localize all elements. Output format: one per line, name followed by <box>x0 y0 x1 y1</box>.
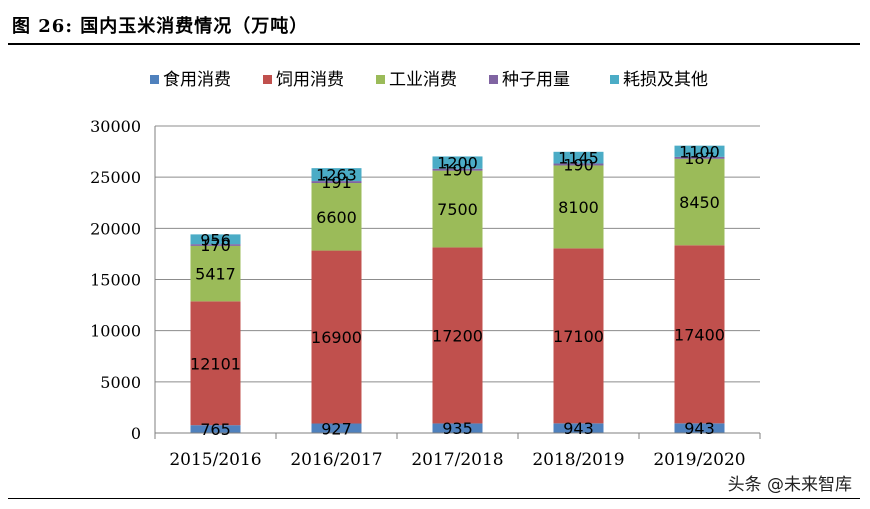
y-tick-label: 10000 <box>90 322 141 341</box>
bar-segment <box>432 156 483 169</box>
data-label: 7500 <box>437 200 478 219</box>
data-label: 1145 <box>558 149 599 168</box>
data-label: 927 <box>321 419 352 438</box>
bar-segment <box>553 423 604 433</box>
data-label: 765 <box>200 420 231 439</box>
data-label: 170 <box>200 236 231 255</box>
bar-segment <box>311 183 362 251</box>
bar-segment <box>190 244 241 246</box>
bar-segment <box>553 151 604 164</box>
bottom-rule <box>8 498 860 499</box>
bar-segment <box>190 425 241 433</box>
legend-label: 饲用消费 <box>276 70 344 90</box>
chart-legend: 食用消费 饲用消费 工业消费 种子用量 耗损及其他 <box>150 70 708 90</box>
y-tick-label: 25000 <box>90 168 141 187</box>
data-label: 17400 <box>674 325 725 344</box>
x-tick-label: 2019/2020 <box>653 450 745 470</box>
bar-segment <box>311 168 362 182</box>
data-label: 8450 <box>679 193 720 212</box>
bar-segment <box>311 250 362 424</box>
bar-segment <box>432 247 483 424</box>
data-label: 191 <box>321 173 352 192</box>
legend-label: 食用消费 <box>163 70 231 90</box>
bar-segment <box>190 301 241 426</box>
data-label: 190 <box>563 155 594 174</box>
bar-segment <box>674 158 725 246</box>
legend-swatch <box>150 75 159 84</box>
y-tick-label: 20000 <box>90 219 141 238</box>
legend-swatch <box>610 75 619 84</box>
bar-segment <box>553 165 604 249</box>
x-tick-label: 2016/2017 <box>290 450 382 470</box>
data-label: 5417 <box>195 265 236 284</box>
data-label: 187 <box>684 149 715 168</box>
bar-segment <box>311 423 362 433</box>
x-tick-label: 2017/2018 <box>411 450 503 470</box>
legend-swatch <box>489 75 498 84</box>
bar-segment <box>674 423 725 433</box>
data-label: 943 <box>563 419 594 438</box>
bar-segment <box>432 168 483 171</box>
bar-segment <box>674 156 725 159</box>
data-label: 943 <box>684 419 715 438</box>
data-label: 190 <box>442 161 473 180</box>
bar-segment <box>190 245 241 302</box>
bar-segment <box>553 163 604 166</box>
legend-label: 种子用量 <box>502 70 570 90</box>
title-rule <box>8 43 860 45</box>
data-label: 956 <box>200 230 231 249</box>
data-label: 8100 <box>558 198 599 217</box>
data-label: 17100 <box>553 327 604 346</box>
bar-segment <box>674 145 725 157</box>
bar-segment <box>432 423 483 433</box>
legend-label: 耗损及其他 <box>623 70 708 90</box>
legend-label: 工业消费 <box>389 70 457 90</box>
axes: 0 5000 10000 15000 20000 25000 30000 2015/2016 2… <box>90 117 761 470</box>
data-label: 17200 <box>432 326 483 345</box>
x-tick-label: 2018/2019 <box>532 450 624 470</box>
figure-title: 图 26: 国内玉米消费情况（万吨） <box>12 16 309 37</box>
bars <box>190 145 725 433</box>
data-label: 12101 <box>190 354 241 373</box>
bar-segment <box>432 170 483 248</box>
data-label: 16900 <box>311 328 362 347</box>
x-tick-label: 2015/2016 <box>169 450 261 470</box>
data-label: 1263 <box>316 166 357 185</box>
bar-segment <box>190 234 241 245</box>
legend-swatch <box>376 75 385 84</box>
data-label: 6600 <box>316 208 357 227</box>
bar-segment <box>674 245 725 424</box>
data-label: 1100 <box>679 142 720 161</box>
data-label: 935 <box>442 419 473 438</box>
y-tick-label: 15000 <box>90 271 141 290</box>
watermark: 头条 @未来智库 <box>727 475 852 495</box>
bar-segment <box>311 181 362 184</box>
y-tick-label: 30000 <box>90 117 141 136</box>
legend-swatch <box>263 75 272 84</box>
data-label: 1200 <box>437 154 478 173</box>
y-tick-label: 5000 <box>100 373 141 392</box>
bar-segment <box>553 248 604 424</box>
y-tick-label: 0 <box>131 424 141 443</box>
